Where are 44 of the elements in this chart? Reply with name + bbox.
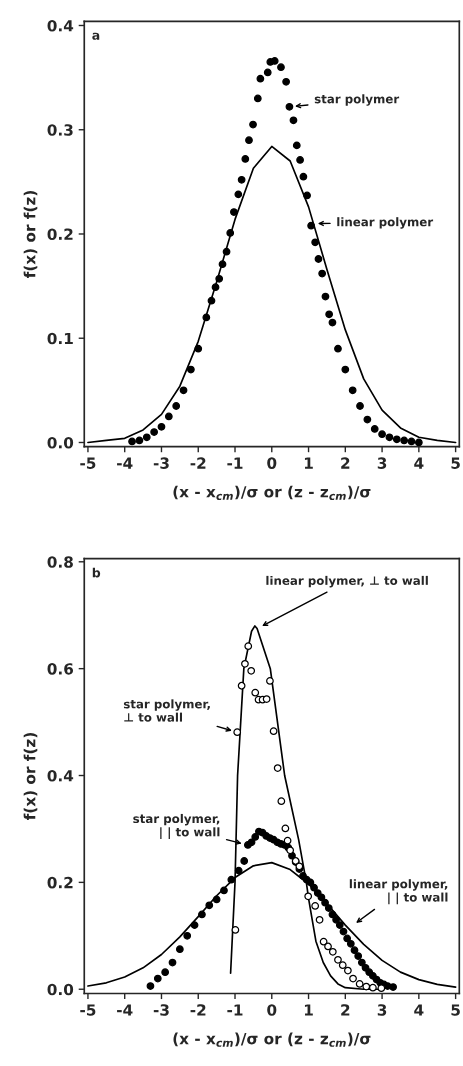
y-tick-label: 0.3 <box>47 124 73 136</box>
x-tick-label: 5 <box>451 457 460 469</box>
x-tick-label: 3 <box>377 1004 387 1016</box>
x-tick-label: -3 <box>153 1004 169 1016</box>
annotation: star polymer, | | to wall <box>133 813 220 840</box>
y-axis-title: f(x) or f(z) <box>23 190 38 279</box>
annotation: linear polymer, | | to wall <box>349 879 448 905</box>
x-tick-label: 0 <box>267 457 277 469</box>
y-tick-label: 0.4 <box>47 769 74 782</box>
annotation: linear polymer <box>337 217 434 229</box>
y-axis-title: f(x) or f(z) <box>23 733 38 821</box>
x-tick-label: 5 <box>451 1004 460 1016</box>
x-tick-label: 0 <box>267 1004 277 1016</box>
x-tick-label: -5 <box>80 1004 96 1016</box>
x-tick-label: -1 <box>227 457 243 469</box>
y-tick-label: 0.2 <box>47 876 73 889</box>
x-tick-label: 2 <box>341 457 350 469</box>
x-axis-title: (x - x$_{cm}$)/σ or (z - z$_{cm}$)/σ <box>173 485 371 500</box>
x-tick-label: -2 <box>190 457 206 469</box>
y-tick-label: 0.2 <box>47 228 73 241</box>
x-tick-label: -3 <box>153 457 169 469</box>
x-tick-label: 2 <box>341 1004 350 1016</box>
y-tick-label: 0.0 <box>47 436 74 449</box>
y-tick-label: 0.8 <box>47 556 73 568</box>
y-tick-label: 0.0 <box>47 983 74 996</box>
annotation: linear polymer, ⊥ to wall <box>266 575 428 588</box>
y-tick-label: 0.1 <box>47 332 73 345</box>
annotation: b <box>92 567 101 578</box>
x-tick-label: 1 <box>304 1004 313 1016</box>
annotation: a <box>92 32 100 40</box>
x-tick-label: -4 <box>117 457 133 469</box>
x-tick-label: 1 <box>304 457 313 469</box>
x-tick-label: -5 <box>80 457 96 469</box>
y-tick-label: 0.6 <box>47 663 74 675</box>
x-tick-label: 4 <box>414 1004 424 1016</box>
x-tick-label: 3 <box>377 457 387 469</box>
annotation: star polymer, ⊥ to wall <box>123 699 210 722</box>
x-tick-label: -1 <box>227 1004 243 1016</box>
annotation: star polymer <box>314 94 400 106</box>
x-axis-title: (x - x$_{cm}$)/σ or (z - z$_{cm}$)/σ <box>173 1032 371 1047</box>
x-tick-label: -2 <box>190 1004 206 1016</box>
x-tick-label: -4 <box>117 1004 133 1016</box>
x-tick-label: 4 <box>414 457 424 469</box>
y-tick-label: 0.4 <box>47 19 74 32</box>
